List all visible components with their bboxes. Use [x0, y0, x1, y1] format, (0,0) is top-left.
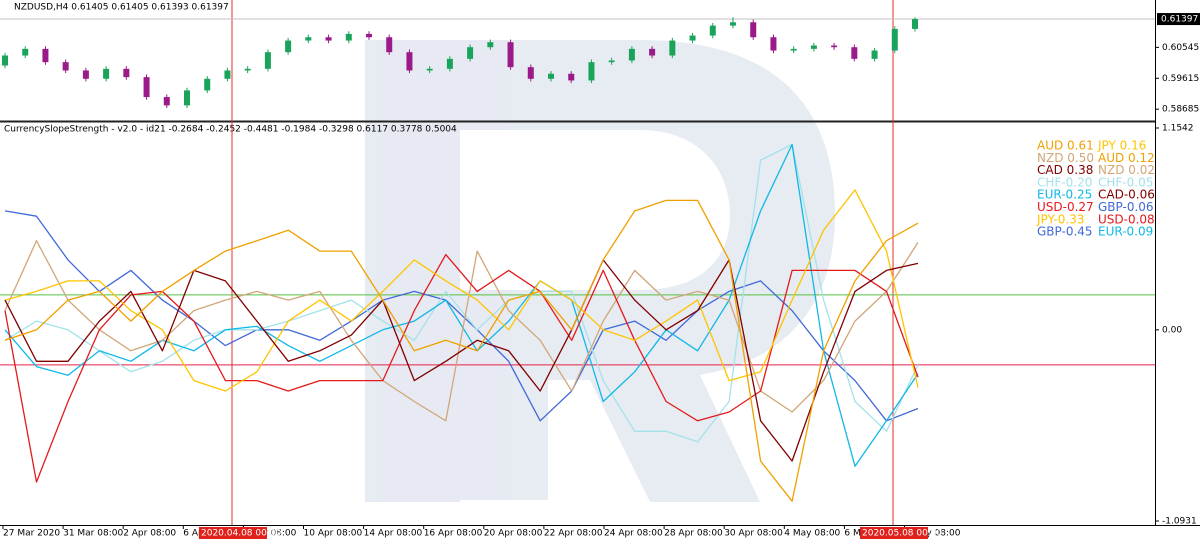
legend-entry: CHF-0.20 — [1037, 175, 1092, 189]
x-tick-label: 14 Apr 08:00 — [364, 529, 423, 539]
x-tick-label: 8 Apr 08:00 — [243, 529, 296, 539]
candle-body — [406, 52, 413, 71]
candle-body — [2, 55, 8, 66]
candle-body — [851, 47, 858, 59]
x-tick-label: 8 May 08:00 — [905, 529, 961, 539]
candle-body — [750, 22, 757, 38]
legend-entry: USD-0.27 — [1037, 200, 1094, 214]
x-tick-label: 22 Apr 08:00 — [544, 529, 603, 539]
candle-body — [446, 58, 453, 69]
candle-body — [325, 37, 332, 41]
candle-body — [912, 19, 918, 29]
x-tick-label: 24 Apr 08:00 — [604, 529, 663, 539]
x-tick-label: 4 May 08:00 — [784, 529, 840, 539]
candle-body — [831, 45, 838, 48]
marker-label: 2020.04.08 00:00 — [201, 529, 282, 539]
strength-line — [4, 199, 919, 502]
candle-body — [709, 25, 716, 36]
candle-body — [62, 62, 69, 71]
candle-body — [285, 40, 292, 53]
y-tick-label: 0.00 — [1162, 325, 1182, 335]
legend-entry: EUR-0.25 — [1037, 188, 1092, 202]
candle-body — [689, 35, 696, 41]
candle-body — [345, 33, 352, 41]
y-tick-label: 0.58685 — [1162, 105, 1199, 115]
candle-body — [264, 52, 271, 69]
current-price-label: 0.61397 — [1161, 15, 1198, 25]
candle-body — [770, 37, 777, 51]
candle-body — [366, 33, 372, 38]
candle-body — [548, 73, 554, 79]
legend-entry: GBP-0.06 — [1098, 200, 1154, 214]
candle-body — [507, 42, 514, 68]
candle-body — [103, 68, 110, 79]
candle-body — [568, 73, 575, 81]
legend-entry: CAD 0.38 — [1037, 163, 1093, 177]
candle-body — [810, 45, 817, 49]
candle-body — [143, 77, 150, 98]
legend-entry: AUD 0.12 — [1098, 151, 1155, 165]
legend-entry: NZD 0.02 — [1098, 163, 1155, 177]
candle-body — [163, 97, 170, 106]
candle-body — [730, 22, 736, 26]
candle-body — [123, 68, 130, 78]
x-tick-label: 20 Apr 08:00 — [484, 529, 543, 539]
indicator-title: CurrencySlopeStrength - v2.0 - id21 -0.2… — [4, 125, 457, 135]
candle-body — [426, 68, 433, 71]
watermark — [365, 40, 835, 502]
current-price-box — [1157, 13, 1200, 26]
strength-line — [4, 143, 919, 467]
marker-label-box — [199, 527, 267, 539]
x-tick-label: 28 Apr 08:00 — [664, 529, 723, 539]
x-tick-label: 31 Mar 08:00 — [63, 529, 123, 539]
candle-body — [467, 47, 474, 59]
x-tick-label: 30 Apr 08:00 — [724, 529, 783, 539]
candle-body — [487, 42, 494, 48]
y-tick-label: 0.60545 — [1162, 43, 1199, 53]
strength-line — [4, 143, 919, 443]
legend-entry: CAD-0.06 — [1098, 188, 1155, 202]
strength-line — [4, 210, 919, 422]
y-tick-label: -1.0931 — [1162, 517, 1197, 527]
candle-body — [204, 78, 211, 91]
strength-line — [4, 253, 919, 483]
x-tick-label: 27 Mar 2020 — [3, 529, 60, 539]
candle-body — [527, 67, 534, 79]
candle-body — [790, 48, 797, 51]
candle-body — [891, 28, 898, 51]
candle-body — [871, 50, 878, 59]
x-tick-label: 10 Apr 08:00 — [304, 529, 363, 539]
legend-entry: JPY 0.16 — [1097, 139, 1146, 153]
candle-body — [244, 68, 251, 71]
candle-body — [184, 90, 190, 106]
candle-body — [608, 60, 615, 63]
candle-body — [628, 48, 635, 61]
candle-body — [305, 37, 312, 41]
strength-line — [4, 259, 919, 462]
candle-body — [588, 62, 595, 81]
marker-label-box — [860, 527, 928, 539]
candle-body — [22, 48, 29, 56]
legend-entry: CHF-0.05 — [1098, 175, 1153, 189]
strength-line — [4, 189, 919, 392]
x-tick-label: 16 Apr 08:00 — [424, 529, 483, 539]
candle-body — [82, 70, 89, 79]
legend-entry: AUD 0.61 — [1037, 139, 1094, 153]
legend-entry: NZD 0.50 — [1037, 151, 1094, 165]
x-tick-label: 2 Apr 08:00 — [123, 529, 176, 539]
marker-label: 2020.05.08 00:00 — [862, 529, 943, 539]
y-tick-label: 0.59615 — [1162, 74, 1199, 84]
legend-entry: GBP-0.45 — [1037, 225, 1093, 239]
candle-body — [386, 37, 393, 53]
candle-body — [669, 40, 676, 56]
candle-body — [42, 48, 49, 63]
candle-body — [649, 48, 656, 56]
legend-entry: JPY-0.33 — [1036, 212, 1084, 226]
candle-body — [224, 70, 231, 79]
legend-entry: USD-0.08 — [1098, 212, 1155, 226]
y-tick-label: 1.1542 — [1162, 124, 1194, 134]
legend-entry: EUR-0.09 — [1098, 225, 1153, 239]
main-title: NZDUSD,H4 0.61405 0.61405 0.61393 0.6139… — [14, 3, 229, 13]
